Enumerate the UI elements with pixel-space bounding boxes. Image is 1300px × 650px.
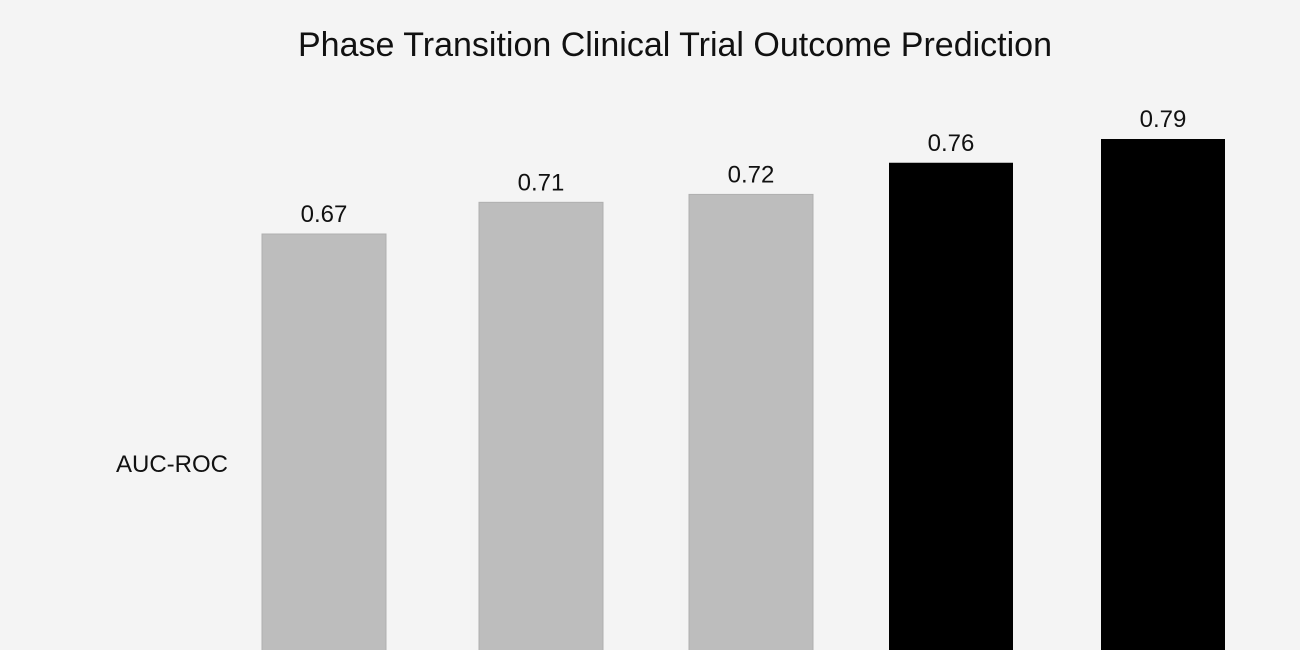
bar-value-label-5: 0.79: [1140, 106, 1187, 133]
chart-title: Phase Transition Clinical Trial Outcome …: [298, 26, 1052, 64]
bar-1: [261, 233, 387, 650]
bar-value-label-1: 0.67: [301, 201, 348, 228]
bar-2: [478, 201, 604, 650]
bars-group: [261, 139, 1225, 650]
y-axis-label: AUC-ROC: [116, 451, 228, 478]
bar-4: [889, 162, 1013, 650]
bar-3: [688, 193, 814, 650]
data-labels-group: 0.67 0.71 0.72 0.76 0.79: [301, 106, 1187, 228]
bar-value-label-4: 0.76: [928, 130, 975, 157]
bar-value-label-2: 0.71: [518, 169, 565, 196]
bar-5: [1101, 139, 1225, 650]
bar-value-label-3: 0.72: [728, 161, 775, 188]
